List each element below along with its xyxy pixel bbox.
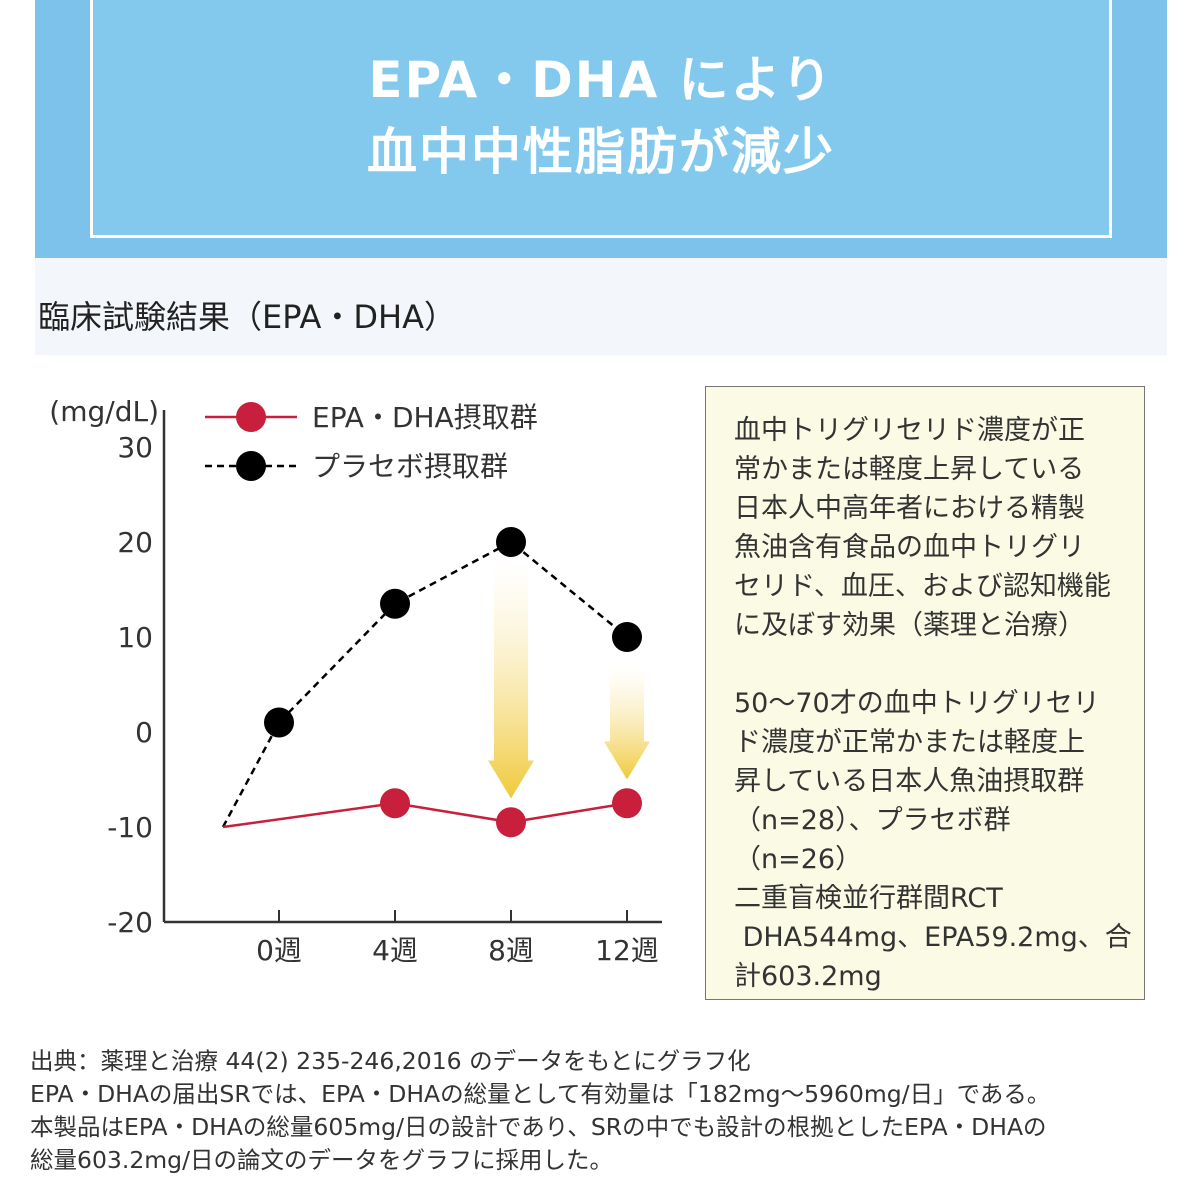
legend-marker-placebo: [236, 451, 266, 481]
footer-line-2: EPA・DHAの届出SRでは、EPA・DHAの総量として有効量は「182mg～5…: [30, 1080, 1051, 1108]
banner-title-line1: EPA・DHA により: [368, 51, 834, 109]
footer-line-3: 本製品はEPA・DHAの総量605mg/日の設計であり、SRの中でも設計の根拠と…: [30, 1113, 1047, 1141]
placebo-series-line: [221, 540, 628, 828]
title-banner: EPA・DHA により 血中中性脂肪が減少: [35, 0, 1167, 258]
x-tick-label: 8週: [488, 934, 534, 967]
y-tick-label: -10: [107, 811, 153, 844]
placebo-data-point: [496, 527, 526, 557]
legend-marker-epa-dha: [236, 402, 266, 432]
y-tick-label: -20: [107, 906, 153, 939]
reduction-arrow: [604, 665, 650, 780]
x-tick-label: 0週: [256, 934, 302, 967]
legend-label-placebo: プラセボ摂取群: [312, 450, 508, 483]
placebo-data-point: [380, 588, 410, 619]
x-tick-label: 12週: [595, 934, 659, 967]
footer-notes: 出典：薬理と治療 44(2) 235-246,2016 のデータをもとにグラフ化…: [30, 1045, 1180, 1177]
x-tick-label: 4週: [372, 934, 418, 967]
study-note-paragraph-1: 血中トリグリセリド濃度が正 常かまたは軽度上昇している 日本人中高年者における精…: [734, 415, 1111, 641]
y-tick-label: 20: [117, 526, 153, 559]
epa-dha-data-point: [380, 788, 410, 819]
footer-line-4: 総量603.2mg/日の論文のデータをグラフに採用した。: [30, 1146, 614, 1174]
placebo-data-point: [264, 707, 294, 738]
y-tick-label: 10: [117, 621, 153, 654]
epa-dha-data-point: [612, 788, 642, 819]
study-note-box: 血中トリグリセリド濃度が正 常かまたは軽度上昇している 日本人中高年者における精…: [705, 386, 1145, 1000]
y-axis-unit-label: (mg/dL): [49, 395, 159, 428]
footer-source-line: 出典：薬理と治療 44(2) 235-246,2016 のデータをもとにグラフ化: [30, 1047, 751, 1075]
epa-dha-data-point: [496, 807, 526, 838]
chart-area: (mg/dL) 30 20 10 0 -10 -20 0週 4週 8週 12週 EPA・DHA摂取群…: [35, 355, 1167, 1030]
y-tick-label: 30: [117, 431, 153, 464]
line-chart: (mg/dL)30 20 10 0 -10 -20 0週 4週 8週 12週 EPA・DHA摂取群…: [49, 395, 662, 967]
study-note-paragraph-2: 50～70才の血中トリグリセリ ド濃度が正常かまたは軽度上 昇している日本人魚油…: [734, 688, 1132, 992]
legend-label-epa-dha: EPA・DHA摂取群: [312, 401, 538, 434]
epa-dha-series-line: [222, 801, 628, 829]
reduction-arrow: [488, 561, 534, 799]
placebo-data-point: [612, 622, 642, 652]
y-tick-label: 0: [135, 716, 153, 749]
section-heading: 臨床試験結果（EPA・DHA）: [38, 298, 456, 336]
title-banner-frame: EPA・DHA により 血中中性脂肪が減少: [90, 0, 1112, 238]
banner-title-line2: 血中中性脂肪が減少: [367, 123, 835, 181]
